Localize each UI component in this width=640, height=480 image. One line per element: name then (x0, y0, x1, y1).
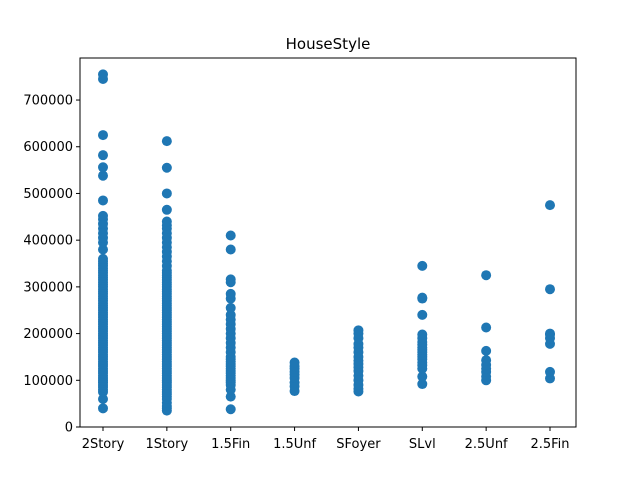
data-point (417, 292, 428, 303)
x-tick-label: SLvl (409, 437, 436, 452)
data-point (98, 170, 108, 181)
data-point (481, 355, 492, 366)
data-point (225, 230, 236, 241)
x-tick-label: 1.5Unf (273, 437, 316, 452)
y-tick-label: 100000 (23, 374, 73, 389)
y-tick-label: 200000 (23, 327, 73, 342)
data-point (417, 371, 428, 382)
data-point (225, 288, 236, 299)
data-point (98, 210, 108, 221)
data-point (98, 393, 108, 404)
data-point (161, 136, 172, 147)
x-tick-label: 1.5Fin (211, 437, 250, 452)
y-tick-label: 600000 (23, 140, 73, 155)
y-tick-label: 700000 (23, 94, 73, 109)
x-axis: 2Story 1Story 1.5Fin 1.5Unf SFoyer SLvl 2.5Unf… (82, 427, 570, 452)
data-point (98, 253, 108, 264)
x-tick-label: SFoyer (336, 437, 381, 452)
y-tick-label: 500000 (23, 187, 73, 202)
data-point (545, 328, 555, 339)
y-axis: 0 100000 200000 300000 400000 500000 600000 700… (23, 94, 80, 436)
data-point (417, 260, 428, 271)
data-point (353, 325, 364, 336)
data-point (481, 345, 492, 356)
y-tick-label: 300000 (23, 280, 73, 295)
data-point (545, 200, 555, 211)
data-point (225, 302, 236, 313)
data-point (225, 309, 236, 320)
y-tick-label: 400000 (23, 234, 73, 249)
data-point (481, 322, 492, 333)
x-tick-label: 2.5Unf (465, 437, 508, 452)
data-point (225, 404, 236, 415)
x-tick-label: 2.5Fin (530, 437, 569, 452)
data-point (225, 391, 236, 402)
data-point (545, 284, 555, 295)
data-point (98, 69, 108, 80)
data-point (161, 204, 172, 215)
data-point (417, 309, 428, 320)
data-point (98, 195, 108, 206)
data-point (98, 244, 108, 255)
data-point (161, 216, 172, 227)
data-point (161, 162, 172, 173)
points-layer (98, 69, 555, 416)
data-point (161, 188, 172, 199)
data-point (481, 270, 492, 281)
data-point (289, 357, 300, 368)
data-point (98, 150, 108, 161)
data-point (225, 274, 236, 285)
plot-frame (79, 57, 577, 428)
data-point (98, 130, 108, 141)
x-tick-label: 2Story (82, 437, 125, 452)
x-tick-label: 1Story (146, 437, 189, 452)
data-point (417, 379, 428, 390)
chart-title: HouseStyle (286, 35, 371, 53)
data-point (545, 366, 555, 377)
data-point (417, 329, 428, 340)
data-point (98, 403, 108, 414)
data-point (225, 244, 236, 255)
y-tick-label: 0 (65, 421, 73, 436)
data-point (98, 162, 108, 173)
